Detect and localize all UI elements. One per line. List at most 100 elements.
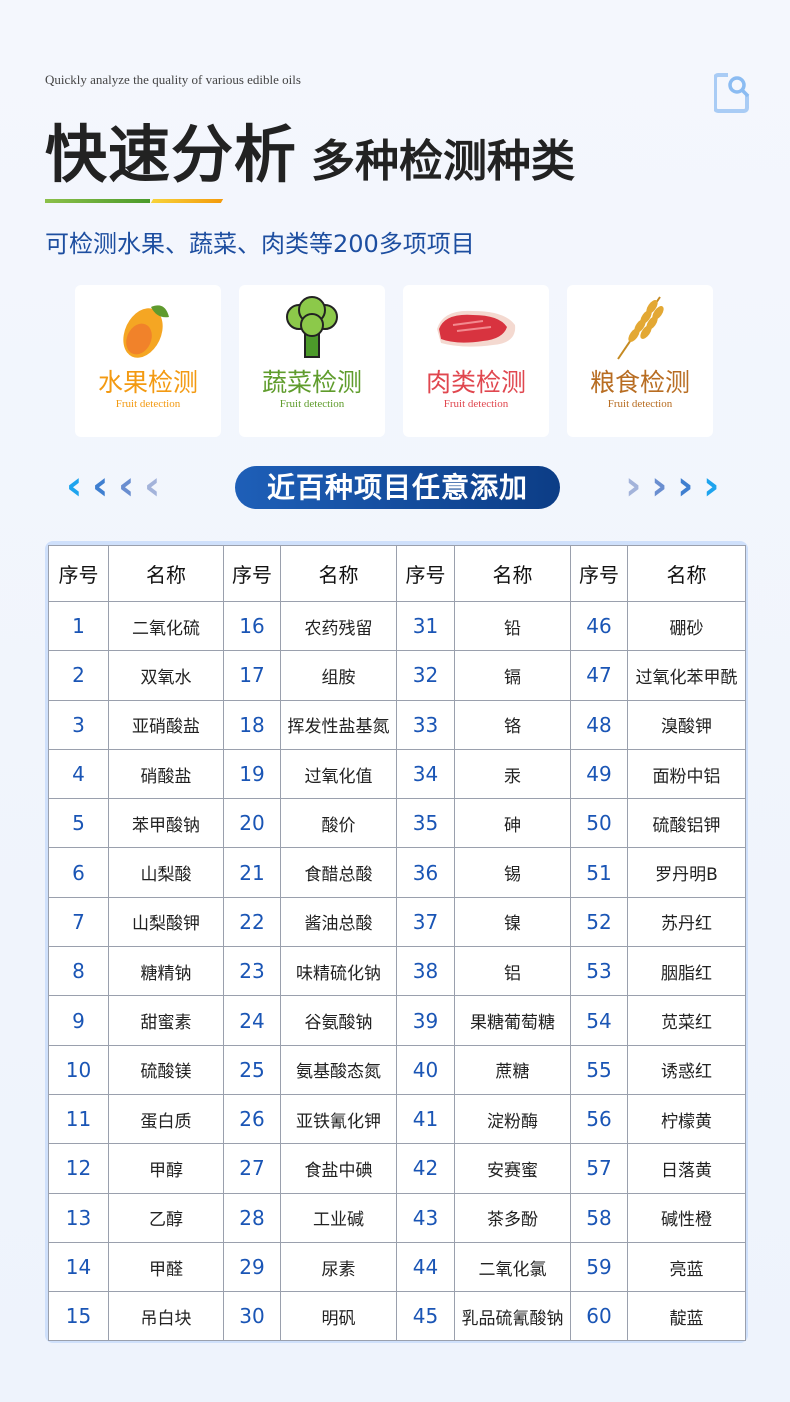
item-name: 甜蜜素 [108, 995, 224, 1046]
item-name: 果糖葡萄糖 [454, 995, 571, 1046]
item-name: 硝酸盐 [108, 748, 224, 800]
category-label: 粮食检测 [589, 368, 690, 397]
item-number: 17 [223, 650, 281, 701]
category-label-en: Fruit detection [443, 398, 509, 410]
table-row: 9 甜蜜素 24 谷氨酸钠 39 果糖葡萄糖 54 苋菜红 [48, 995, 746, 1046]
table-row: 1 二氧化硫 16 农药残留 31 铅 46 硼砂 [48, 600, 746, 652]
item-name: 汞 [454, 748, 571, 800]
item-number: 20 [223, 798, 281, 849]
item-name: 苯甲酸钠 [108, 798, 224, 849]
category-card-meat: 肉类检测 Fruit detection [403, 285, 549, 437]
item-name: 甲醇 [108, 1143, 224, 1194]
table-row: 11 蛋白质 26 亚铁氰化钾 41 淀粉酶 56 柠檬黄 [48, 1093, 746, 1145]
item-number: 36 [396, 847, 455, 898]
title-main: 快速分析 [45, 118, 298, 191]
item-name: 明矾 [280, 1291, 397, 1342]
item-name: 镉 [454, 650, 571, 701]
item-name: 甲醛 [108, 1241, 224, 1293]
item-number: 53 [570, 946, 628, 997]
item-name: 食醋总酸 [280, 847, 397, 898]
category-card-grain: 粮食检测 Fruit detection [567, 285, 713, 437]
item-name: 诱惑红 [627, 1044, 746, 1095]
item-name: 味精硫化钠 [280, 946, 397, 997]
title-underline-accent [150, 199, 224, 203]
item-number: 37 [396, 896, 455, 948]
item-number: 24 [223, 995, 281, 1046]
item-name: 组胺 [280, 650, 397, 701]
item-name: 工业碱 [280, 1192, 397, 1243]
table-row: 14 甲醛 29 尿素 44 二氧化氯 59 亮蓝 [48, 1241, 746, 1293]
item-number: 4 [48, 748, 109, 800]
item-number: 42 [396, 1143, 455, 1194]
item-number: 43 [396, 1192, 455, 1243]
item-number: 57 [570, 1143, 628, 1194]
table-row: 8 糖精钠 23 味精硫化钠 38 铝 53 胭脂红 [48, 946, 746, 997]
item-number: 46 [570, 600, 628, 652]
page-title: 快速分析 多种检测种类 [45, 104, 575, 194]
item-name: 苏丹红 [627, 896, 746, 948]
item-name: 乙醇 [108, 1192, 224, 1243]
item-number: 19 [223, 748, 281, 800]
item-name: 日落黄 [627, 1143, 746, 1194]
item-number: 60 [570, 1291, 628, 1342]
item-name: 二氧化氯 [454, 1241, 571, 1293]
item-name: 硫酸铝钾 [627, 798, 746, 849]
document-search-icon [714, 73, 750, 113]
item-number: 38 [396, 946, 455, 997]
category-cards: 水果检测 Fruit detection 蔬菜检测 Fruit detectio… [75, 285, 713, 437]
item-number: 40 [396, 1044, 455, 1095]
item-number: 28 [223, 1192, 281, 1243]
mango-icon [123, 304, 169, 358]
item-name: 砷 [454, 798, 571, 849]
header-number: 序号 [223, 545, 281, 602]
item-number: 25 [223, 1044, 281, 1095]
item-name: 二氧化硫 [108, 600, 224, 652]
category-label-en: Fruit detection [279, 398, 345, 410]
item-name: 挥发性盐基氮 [280, 699, 397, 750]
item-number: 15 [48, 1291, 109, 1342]
header-name: 名称 [627, 545, 746, 602]
item-number: 35 [396, 798, 455, 849]
item-name: 农药残留 [280, 600, 397, 652]
header-number: 序号 [396, 545, 455, 602]
table-header-row: 序号 名称 序号 名称 序号 名称 序号 名称 [48, 545, 746, 602]
table-row: 10 硫酸镁 25 氨基酸态氮 40 蔗糖 55 诱惑红 [48, 1044, 746, 1095]
item-name: 山梨酸钾 [108, 896, 224, 948]
header-number: 序号 [48, 545, 109, 602]
item-name: 氨基酸态氮 [280, 1044, 397, 1095]
wheat-icon [617, 295, 664, 360]
item-name: 溴酸钾 [627, 699, 746, 750]
item-number: 44 [396, 1241, 455, 1293]
category-card-vegetable: 蔬菜检测 Fruit detection [239, 285, 385, 437]
item-number: 31 [396, 600, 455, 652]
item-number: 1 [48, 600, 109, 652]
item-name: 硫酸镁 [108, 1044, 224, 1095]
header-name: 名称 [108, 545, 224, 602]
item-name: 过氧化值 [280, 748, 397, 800]
table-row: 6 山梨酸 21 食醋总酸 36 锡 51 罗丹明B [48, 847, 746, 898]
item-number: 5 [48, 798, 109, 849]
item-number: 56 [570, 1093, 628, 1145]
left-chevrons-icon: ‹ ‹ ‹ ‹ [66, 463, 161, 509]
item-name: 铅 [454, 600, 571, 652]
category-label-en: Fruit detection [607, 398, 673, 410]
table-row: 4 硝酸盐 19 过氧化值 34 汞 49 面粉中铝 [48, 748, 746, 800]
header-name: 名称 [454, 545, 571, 602]
item-number: 59 [570, 1241, 628, 1293]
item-name: 柠檬黄 [627, 1093, 746, 1145]
tagline-en: Quickly analyze the quality of various e… [45, 72, 301, 87]
item-name: 糖精钠 [108, 946, 224, 997]
item-name: 罗丹明B [627, 847, 746, 898]
item-number: 13 [48, 1192, 109, 1243]
item-number: 3 [48, 699, 109, 750]
item-name: 面粉中铝 [627, 748, 746, 800]
item-name: 酱油总酸 [280, 896, 397, 948]
item-name: 茶多酚 [454, 1192, 571, 1243]
table-row: 5 苯甲酸钠 20 酸价 35 砷 50 硫酸铝钾 [48, 798, 746, 849]
item-name: 靛蓝 [627, 1291, 746, 1342]
item-name: 安赛蜜 [454, 1143, 571, 1194]
item-name: 乳品硫氰酸钠 [454, 1291, 571, 1342]
item-number: 34 [396, 748, 455, 800]
title-underline [45, 199, 150, 203]
category-card-fruit: 水果检测 Fruit detection [75, 285, 221, 437]
